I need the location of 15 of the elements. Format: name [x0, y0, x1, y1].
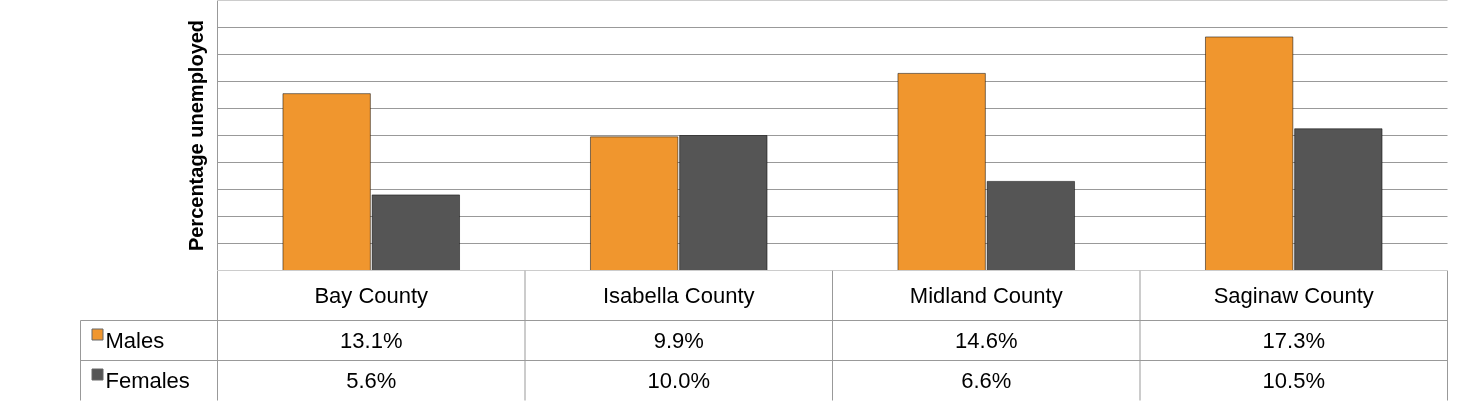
x-tick-label: Bay County [314, 283, 429, 308]
data-label: 9.9% [653, 328, 704, 353]
data-label: 13.1% [340, 328, 403, 353]
y-axis-title: Percentage unemployed [184, 19, 207, 252]
data-label: 17.3% [1262, 328, 1325, 353]
legend-label: Males [105, 328, 165, 353]
data-label: 10.0% [647, 368, 710, 393]
data-label: 6.6% [961, 368, 1012, 393]
x-tick-label: Isabella County [602, 283, 755, 308]
legend-label: Females [105, 368, 190, 393]
data-label: 10.5% [1262, 368, 1325, 393]
x-tick-label: Midland County [909, 283, 1063, 308]
data-label: 5.6% [346, 368, 397, 393]
data-label: 14.6% [955, 328, 1018, 353]
x-tick-label: Saginaw County [1213, 283, 1374, 308]
